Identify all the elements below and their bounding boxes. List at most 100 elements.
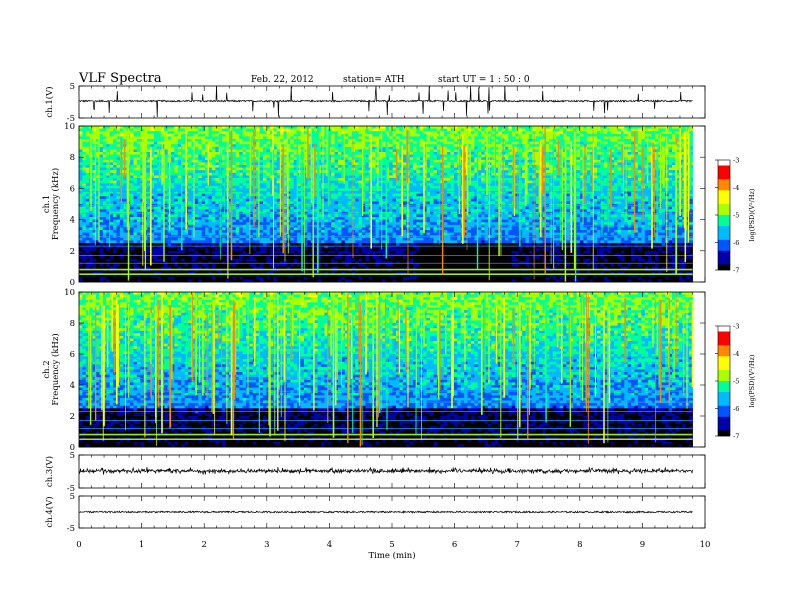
ch1-spectrogram-cell <box>290 133 295 137</box>
ch1-spectrogram-cell <box>256 191 260 194</box>
ch1-spectrogram-cell <box>208 180 213 184</box>
ch1-spectrogram-cell <box>215 144 220 148</box>
ch1-spectrogram-cell <box>150 274 155 278</box>
ch1-spectrogram-cell <box>140 162 145 166</box>
ch1-spectrogram-cell <box>286 167 291 171</box>
ch1-spectrogram-cell <box>290 144 295 148</box>
ch1-spectrogram-cell <box>348 146 352 150</box>
ch1-spectrogram-cell <box>286 191 291 194</box>
ch1-spectrogram-cell <box>157 196 162 200</box>
ch1-spectrogram-cell <box>232 183 237 187</box>
ch1-spectrogram-cell <box>116 224 121 228</box>
ch1-spectrogram-cell <box>154 266 158 270</box>
ch1-spectrogram-cell <box>256 248 260 252</box>
ch1-spectrogram-cell <box>341 224 346 228</box>
ch1-spectrogram-cell <box>314 170 318 174</box>
ch1-spectrogram-cell <box>177 240 182 244</box>
ch1-spectrogram-cell <box>259 198 264 202</box>
ch1-spectrogram-cell <box>358 131 363 135</box>
ch1-spectrogram-cell <box>96 162 100 166</box>
ch1-spectrogram-cell <box>102 219 107 223</box>
ch1-spectrogram-cell <box>331 209 335 213</box>
ch1-spectrogram-cell <box>136 131 141 135</box>
ch1-spectrogram-cell <box>85 276 90 280</box>
ch1-spectrogram-cell <box>109 154 114 158</box>
ch1-spectrogram-cell <box>283 214 288 218</box>
ch1-spectrogram-cell <box>177 162 182 166</box>
ch1-spectrogram-cell <box>201 128 206 132</box>
ch1-spectrogram-cell <box>96 274 100 278</box>
ch1-spectrogram-cell <box>150 144 155 148</box>
ch1-spectrogram-cell <box>276 133 281 137</box>
ch1-spectrogram-cell <box>154 237 158 241</box>
ch1-spectrogram-cell <box>109 253 114 257</box>
ch1-spectrogram-cell <box>269 175 274 179</box>
ch1-spectrogram-cell <box>82 232 87 236</box>
ch1-spectrogram-cell <box>273 133 278 137</box>
ch1-spectrogram-cell <box>150 196 155 200</box>
ch1-spectrogram-cell <box>232 149 237 153</box>
ch1-spectrogram-cell <box>177 274 182 278</box>
ch1-spectrogram-cell <box>198 162 203 166</box>
ch1-spectrogram-cell <box>283 274 288 278</box>
ch1-spectrogram-cell <box>177 193 182 197</box>
ch1-spectrogram-cell <box>133 261 138 265</box>
ch1-spectrogram-cell <box>119 274 124 278</box>
ch1-spectrogram-cell <box>293 172 298 176</box>
ch1-spectrogram-cell <box>259 230 264 233</box>
ch1-spectrogram-cell <box>269 206 274 210</box>
ch1-spectrogram-cell <box>123 198 128 202</box>
ch1-spectrogram-cell <box>96 201 100 205</box>
ch1-spectrogram-cell <box>136 256 141 259</box>
ch1-spectrogram-cell <box>327 263 332 267</box>
ch1-spectrogram-cell <box>344 250 349 254</box>
ch1-spectrogram-cell <box>171 146 175 150</box>
ch1-spectrogram-cell <box>177 266 182 270</box>
ch1-spectrogram-cell <box>246 230 250 233</box>
ch1-spectrogram-cell <box>205 154 209 158</box>
ch1-spectrogram-cell <box>85 266 90 270</box>
ch1-spectrogram-cell <box>338 256 342 259</box>
ch1-spectrogram-cell <box>177 141 182 145</box>
ch1-spectrogram-cell <box>92 258 97 262</box>
ch1-spectrogram-cell <box>133 188 138 192</box>
ch1-spectrogram-cell <box>79 128 83 132</box>
ch1-spectrogram-cell <box>235 162 240 166</box>
ch1-spectrogram-cell <box>358 149 363 153</box>
ch1-spectrogram-cell <box>286 214 291 218</box>
ch1-spectrogram-cell <box>358 248 363 252</box>
ch1-spectrogram-cell <box>133 263 138 267</box>
ch1-spectrogram-cell <box>150 193 155 197</box>
ch1-spectrogram-cell <box>307 131 312 135</box>
ch1-spectrogram-cell <box>218 258 223 262</box>
ch1-spectrogram-cell <box>331 276 335 280</box>
ch1-spectrogram-cell <box>239 237 243 241</box>
ch1-spectrogram-cell <box>355 193 359 197</box>
ch1-spectrogram-cell <box>82 222 87 226</box>
ch1-spectrogram-cell <box>160 180 165 184</box>
ch1-spectrogram-cell <box>355 219 359 223</box>
ch1-spectrogram-cell <box>150 237 155 241</box>
ch1-spectrogram-cell <box>263 188 267 192</box>
ch1-spectrogram-cell <box>160 152 165 155</box>
ch1-spectrogram-cell <box>273 232 278 236</box>
ch1-spectrogram-cell <box>242 240 247 244</box>
ch1-spectrogram-cell <box>191 152 196 155</box>
ch1-spectrogram-cell <box>266 191 271 194</box>
ch1-spectrogram-cell <box>136 188 141 192</box>
ch1-spectrogram-cell <box>242 165 247 168</box>
ch1-spectrogram-cell <box>351 126 356 129</box>
ch1-spectrogram-cell <box>218 139 223 142</box>
ch1-spectrogram-cell <box>263 126 267 129</box>
ch1-spectrogram-cell <box>201 185 206 189</box>
ch1-spectrogram-cell <box>147 261 151 265</box>
ch1-spectrogram-cell <box>113 136 117 140</box>
ch1-spectrogram-cell <box>99 266 104 270</box>
ch1-spectrogram-cell <box>249 201 254 205</box>
ch1-spectrogram-cell <box>123 131 128 135</box>
ch1-spectrogram-cell <box>239 126 243 129</box>
ch1-spectrogram-cell <box>99 217 104 220</box>
ch1-spectrogram-cell <box>96 224 100 228</box>
ch1-spectrogram-cell <box>331 193 335 197</box>
ch1-spectrogram-cell <box>140 240 145 244</box>
